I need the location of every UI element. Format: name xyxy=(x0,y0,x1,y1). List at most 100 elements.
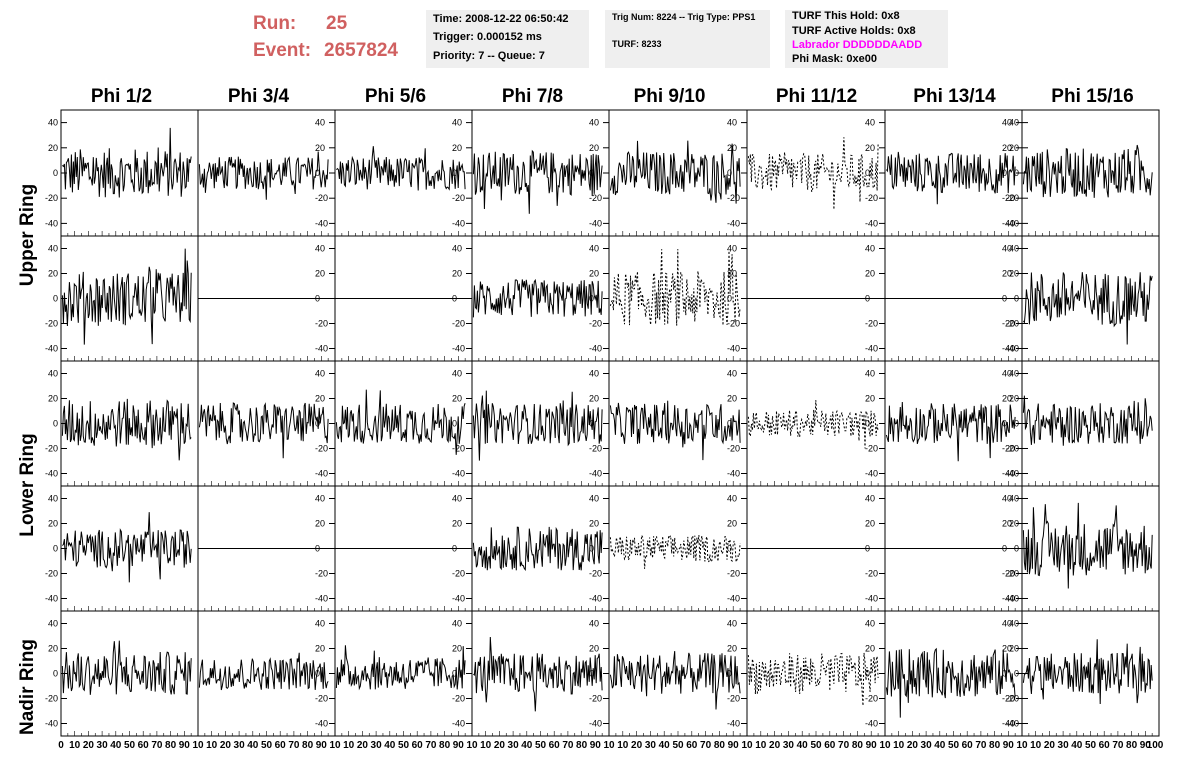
y-tick-label: -20 xyxy=(865,193,878,203)
x-tick-label: 40 xyxy=(934,740,946,751)
x-tick-label: 90 xyxy=(1003,740,1015,751)
y-tick-label: 20 xyxy=(589,644,599,654)
trace-r3-c6 xyxy=(747,400,879,449)
y-tick-label: 40 xyxy=(1009,244,1019,254)
y-tick-label: -40 xyxy=(315,469,328,479)
y-tick-label: -40 xyxy=(45,344,58,354)
y-tick-label: 40 xyxy=(452,369,462,379)
y-tick-label: -20 xyxy=(45,193,58,203)
y-tick-label: -20 xyxy=(452,319,465,329)
y-tick-label: 20 xyxy=(865,394,875,404)
y-tick-label: -20 xyxy=(452,569,465,579)
y-tick-label: -40 xyxy=(315,344,328,354)
x-tick-label: 10 xyxy=(192,740,204,751)
x-tick-label: 20 xyxy=(357,740,369,751)
y-tick-label: 40 xyxy=(1009,118,1019,128)
y-tick-label: 20 xyxy=(589,394,599,404)
y-tick-label: 40 xyxy=(48,369,58,379)
y-tick-label: 40 xyxy=(1002,494,1012,504)
y-tick-label: -40 xyxy=(865,344,878,354)
x-tick-label: 50 xyxy=(948,740,960,751)
y-tick-label: -40 xyxy=(727,469,740,479)
y-tick-label: 40 xyxy=(315,494,325,504)
y-tick-label: -20 xyxy=(452,694,465,704)
priority-text: Priority: 7 -- Queue: 7 xyxy=(433,50,545,62)
x-tick-label: 10 xyxy=(329,740,341,751)
y-tick-label: 40 xyxy=(452,619,462,629)
x-tick-label: 90 xyxy=(866,740,878,751)
y-tick-label: 20 xyxy=(1002,143,1012,153)
y-tick-label: 0 xyxy=(452,669,457,679)
y-tick-label: -20 xyxy=(315,569,328,579)
trace-r3-c8 xyxy=(1022,395,1153,446)
trace-r1-c8 xyxy=(1022,144,1153,198)
y-tick-label: 0 xyxy=(1014,544,1019,554)
x-tick-label: 10 xyxy=(879,740,891,751)
x-tick-label: 90 xyxy=(590,740,602,751)
x-tick-label: 70 xyxy=(700,740,712,751)
y-tick-label: 40 xyxy=(452,244,462,254)
trace-r2-c5 xyxy=(609,249,741,326)
x-tick-label: 50 xyxy=(261,740,273,751)
y-tick-label: -20 xyxy=(315,193,328,203)
x-tick-label: 80 xyxy=(989,740,1001,751)
x-tick-label: 90 xyxy=(179,740,191,751)
turf-text: TURF: 8233 xyxy=(612,39,662,49)
y-tick-label: 40 xyxy=(48,118,58,128)
trace-r5-c3 xyxy=(335,645,466,691)
x-tick-label: 60 xyxy=(275,740,287,751)
y-tick-label: -20 xyxy=(45,694,58,704)
time-text: Time: 2008-12-22 06:50:42 xyxy=(433,13,569,25)
x-tick-label: 40 xyxy=(1071,740,1083,751)
y-tick-label: 40 xyxy=(452,494,462,504)
trace-r2-c4 xyxy=(472,278,603,318)
y-tick-label: -20 xyxy=(865,319,878,329)
y-tick-label: 20 xyxy=(48,269,58,279)
info-box-trig: Trig Num: 8224 -- Trig Type: PPS1 TURF: … xyxy=(605,10,770,68)
x-tick-label: 60 xyxy=(686,740,698,751)
y-tick-label: 0 xyxy=(1002,168,1007,178)
y-tick-label: -20 xyxy=(315,319,328,329)
trace-r1-c4 xyxy=(472,149,603,214)
y-tick-label: -40 xyxy=(1002,218,1015,228)
x-tick-label: 90 xyxy=(728,740,740,751)
y-tick-label: 40 xyxy=(1009,494,1019,504)
y-tick-label: -40 xyxy=(727,719,740,729)
y-tick-label: 20 xyxy=(1009,644,1019,654)
y-tick-label: 0 xyxy=(53,669,58,679)
x-tick-label: 40 xyxy=(110,740,122,751)
y-tick-label: 40 xyxy=(589,494,599,504)
trigger-text: Trigger: 0.000152 ms xyxy=(433,31,542,43)
x-tick-label: 90 xyxy=(453,740,465,751)
y-tick-label: 0 xyxy=(1014,294,1019,304)
y-tick-label: 20 xyxy=(1009,519,1019,529)
y-tick-label: 20 xyxy=(48,143,58,153)
y-tick-label: -20 xyxy=(1002,694,1015,704)
y-tick-label: -20 xyxy=(589,319,602,329)
x-tick-label: 70 xyxy=(838,740,850,751)
x-tick-label: 60 xyxy=(549,740,561,751)
y-tick-label: -40 xyxy=(452,218,465,228)
y-tick-label: 20 xyxy=(452,143,462,153)
y-tick-label: 40 xyxy=(48,244,58,254)
y-tick-label: 0 xyxy=(1014,168,1019,178)
x-tick-label: 30 xyxy=(645,740,657,751)
y-tick-label: -40 xyxy=(452,344,465,354)
run-label: Run: xyxy=(253,13,297,34)
x-tick-label: 10 xyxy=(466,740,478,751)
y-tick-label: -40 xyxy=(45,594,58,604)
trace-r2-c8 xyxy=(1022,272,1153,345)
y-tick-label: -20 xyxy=(727,319,740,329)
y-tick-label: 20 xyxy=(48,644,58,654)
x-tick-label: 30 xyxy=(234,740,246,751)
x-tick-label: 20 xyxy=(494,740,506,751)
x-tick-label: 80 xyxy=(302,740,314,751)
y-tick-label: 20 xyxy=(589,143,599,153)
x-tick-label: 20 xyxy=(631,740,643,751)
y-tick-label: 20 xyxy=(865,519,875,529)
y-tick-label: -20 xyxy=(589,694,602,704)
x-tick-label: 10 xyxy=(603,740,615,751)
y-tick-label: 20 xyxy=(48,519,58,529)
y-tick-label: 40 xyxy=(589,244,599,254)
y-tick-label: 20 xyxy=(315,394,325,404)
